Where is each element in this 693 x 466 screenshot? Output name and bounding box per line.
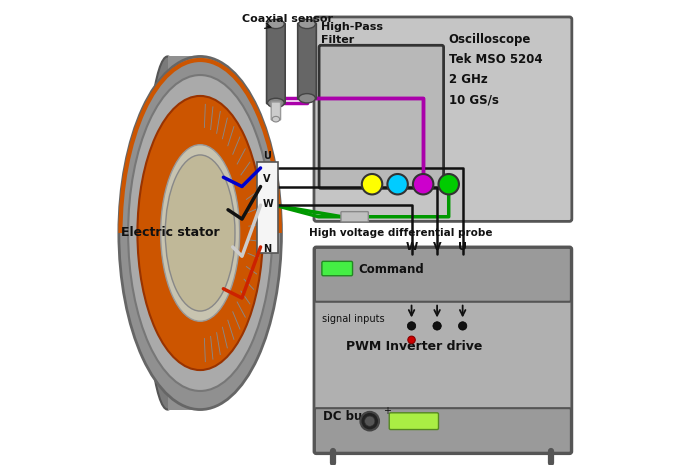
Circle shape xyxy=(360,412,379,431)
Text: PWM Inverter drive: PWM Inverter drive xyxy=(346,340,483,353)
FancyBboxPatch shape xyxy=(389,413,439,430)
FancyBboxPatch shape xyxy=(319,45,444,188)
Ellipse shape xyxy=(267,98,284,108)
Text: Oscilloscope
Tek MSO 5204
2 GHz
10 GS/s: Oscilloscope Tek MSO 5204 2 GHz 10 GS/s xyxy=(448,33,543,106)
Circle shape xyxy=(413,174,433,194)
FancyBboxPatch shape xyxy=(315,408,571,453)
Circle shape xyxy=(459,322,467,330)
Ellipse shape xyxy=(119,56,281,410)
Circle shape xyxy=(362,174,383,194)
Text: High-Pass
Filter: High-Pass Filter xyxy=(321,21,383,45)
Circle shape xyxy=(387,174,407,194)
Text: DC bus: DC bus xyxy=(323,410,369,423)
FancyBboxPatch shape xyxy=(257,162,278,253)
Ellipse shape xyxy=(161,145,240,321)
Ellipse shape xyxy=(128,75,272,391)
Ellipse shape xyxy=(145,56,191,410)
Text: +: + xyxy=(383,406,391,416)
Text: V: V xyxy=(263,174,270,184)
Polygon shape xyxy=(168,155,200,311)
FancyBboxPatch shape xyxy=(314,247,572,454)
Ellipse shape xyxy=(166,155,235,311)
Ellipse shape xyxy=(299,94,315,103)
Circle shape xyxy=(407,322,416,330)
Text: Command: Command xyxy=(358,263,424,276)
FancyBboxPatch shape xyxy=(271,102,281,120)
Text: W: W xyxy=(263,199,274,209)
Text: W: W xyxy=(405,241,418,252)
FancyBboxPatch shape xyxy=(298,23,316,99)
Text: U: U xyxy=(263,151,271,161)
Ellipse shape xyxy=(272,116,280,122)
FancyBboxPatch shape xyxy=(314,17,572,221)
Ellipse shape xyxy=(137,96,263,370)
Text: Electric stator: Electric stator xyxy=(121,226,220,240)
FancyBboxPatch shape xyxy=(341,212,369,222)
FancyBboxPatch shape xyxy=(322,261,353,276)
Ellipse shape xyxy=(299,19,315,28)
Circle shape xyxy=(439,174,459,194)
Circle shape xyxy=(365,416,375,426)
Text: V: V xyxy=(433,241,441,252)
Text: N: N xyxy=(263,244,271,254)
FancyBboxPatch shape xyxy=(267,23,286,104)
Polygon shape xyxy=(168,96,200,370)
Circle shape xyxy=(407,336,415,343)
Text: U: U xyxy=(458,241,467,252)
Ellipse shape xyxy=(267,19,284,28)
Text: High voltage differential probe: High voltage differential probe xyxy=(309,228,493,238)
FancyBboxPatch shape xyxy=(315,248,571,302)
Text: signal inputs: signal inputs xyxy=(322,314,385,324)
Polygon shape xyxy=(168,56,200,410)
Ellipse shape xyxy=(148,75,188,391)
Polygon shape xyxy=(168,75,200,391)
Text: Coaxial sensor: Coaxial sensor xyxy=(242,14,333,24)
Circle shape xyxy=(433,322,441,330)
